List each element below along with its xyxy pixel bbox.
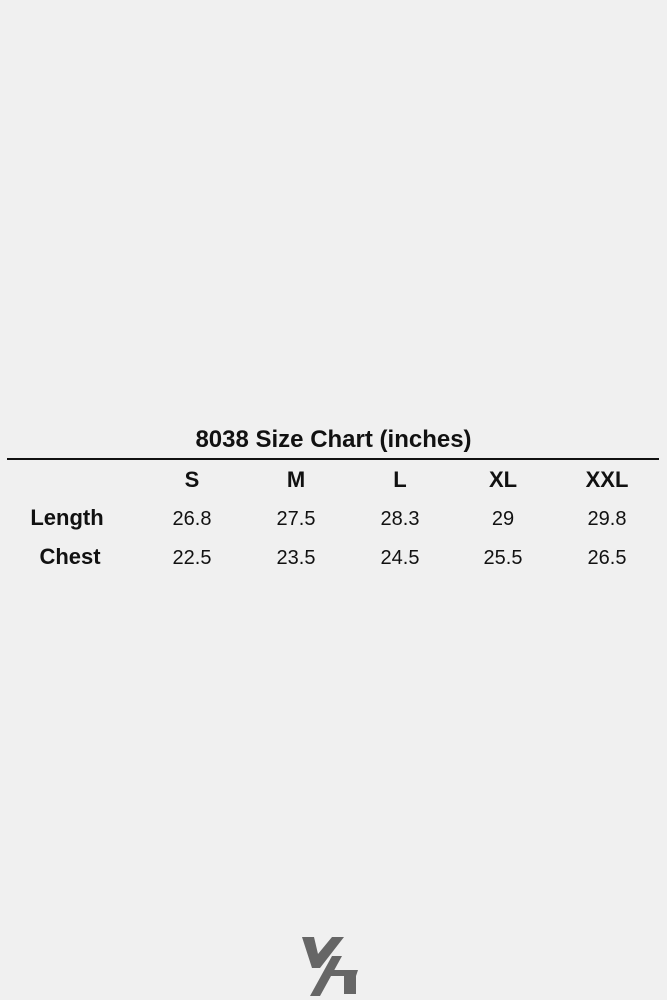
brand-logo bbox=[302, 937, 358, 996]
length-l: 28.3 bbox=[380, 508, 420, 530]
chest-s: 22.5 bbox=[172, 547, 212, 569]
size-header-xxl: XXL bbox=[585, 467, 629, 492]
row-label-length: Length bbox=[30, 505, 104, 530]
title-divider bbox=[7, 458, 659, 460]
length-m: 27.5 bbox=[276, 508, 316, 530]
size-header-m: M bbox=[286, 467, 306, 492]
size-header-s: S bbox=[184, 467, 200, 492]
size-header-xl: XL bbox=[488, 467, 518, 492]
size-header-l: L bbox=[393, 467, 407, 492]
chest-m: 23.5 bbox=[276, 547, 316, 569]
chest-xxl: 26.5 bbox=[587, 547, 627, 569]
length-xxl: 29.8 bbox=[587, 508, 627, 530]
size-chart-title: 8038 Size Chart (inches) bbox=[195, 426, 472, 453]
row-label-chest: Chest bbox=[39, 544, 101, 569]
length-xl: 29 bbox=[491, 508, 515, 530]
chest-l: 24.5 bbox=[380, 547, 420, 569]
length-s: 26.8 bbox=[172, 508, 212, 530]
chest-xl: 25.5 bbox=[483, 547, 523, 569]
